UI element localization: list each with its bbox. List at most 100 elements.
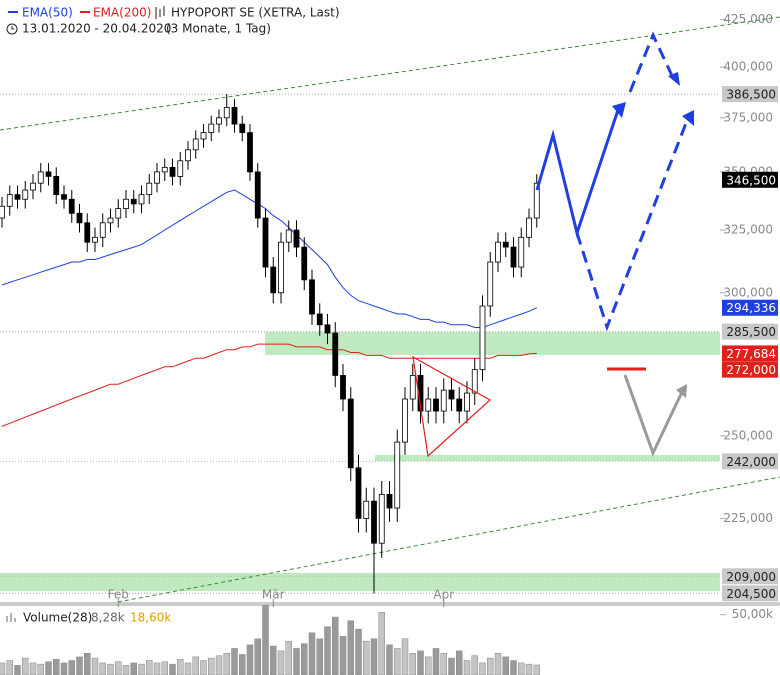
candle-body bbox=[216, 117, 222, 125]
volume-bar bbox=[417, 650, 424, 675]
level-tag bbox=[722, 323, 778, 340]
candle-body bbox=[169, 167, 176, 177]
volume-bar bbox=[332, 616, 339, 675]
volume-bar bbox=[177, 659, 184, 675]
candle-body bbox=[99, 222, 106, 238]
volume-bar bbox=[246, 644, 254, 675]
candle-body bbox=[270, 266, 277, 294]
volume-bar bbox=[525, 663, 533, 675]
candle-body bbox=[76, 212, 83, 224]
legend-entry: EMA(200) bbox=[93, 6, 151, 20]
volume-bar bbox=[45, 661, 52, 675]
volume-bar bbox=[293, 648, 300, 675]
volume-bar bbox=[270, 645, 277, 675]
volume-bar bbox=[386, 644, 393, 675]
volume-bar bbox=[448, 657, 455, 675]
volume-bar bbox=[107, 663, 114, 675]
volume-bar bbox=[308, 632, 316, 675]
candle-body bbox=[262, 217, 269, 268]
candle-body bbox=[107, 217, 114, 224]
trendline bbox=[117, 476, 780, 603]
x-tick-label: Apr bbox=[433, 588, 454, 602]
volume-bar bbox=[347, 620, 354, 675]
ema-line bbox=[1, 343, 537, 427]
candle-body bbox=[6, 194, 13, 207]
volume-bar bbox=[99, 662, 106, 675]
level-label: 209,000 bbox=[726, 570, 776, 584]
candle-body bbox=[433, 398, 439, 412]
triangle-pattern bbox=[412, 355, 492, 458]
volume-bar bbox=[130, 662, 137, 675]
y-tick-label: 250,000 bbox=[723, 428, 773, 442]
level-tag bbox=[722, 345, 778, 362]
candle-body bbox=[285, 229, 292, 243]
volume-bar bbox=[285, 640, 292, 675]
candle-body bbox=[533, 182, 540, 219]
volume-bar bbox=[425, 656, 432, 675]
volume-bar bbox=[115, 661, 122, 675]
candle-body bbox=[471, 369, 478, 394]
candle-body bbox=[92, 236, 98, 243]
volume-bar bbox=[355, 628, 362, 675]
level-label: 272,000 bbox=[726, 363, 776, 377]
candle-body bbox=[231, 107, 238, 125]
candle-body bbox=[371, 500, 377, 544]
volume-bar bbox=[479, 662, 486, 675]
volume-bar bbox=[456, 650, 463, 675]
candle-icon bbox=[155, 6, 165, 19]
candle-body bbox=[138, 194, 145, 205]
volume-bar bbox=[231, 648, 238, 675]
candle-body bbox=[61, 194, 67, 200]
y-tick-label: 375,000 bbox=[723, 110, 773, 124]
candle-body bbox=[22, 189, 29, 200]
volume-bar bbox=[316, 638, 323, 675]
y-tick-label: 300,000 bbox=[723, 285, 773, 299]
volume-bar bbox=[14, 665, 21, 675]
volume-bar bbox=[378, 611, 385, 675]
candle-body bbox=[278, 241, 284, 294]
volume-bar bbox=[84, 653, 91, 675]
volume-bar bbox=[161, 661, 168, 675]
volume-bar bbox=[401, 638, 409, 675]
arrow-head bbox=[612, 102, 626, 118]
volume-bar bbox=[184, 662, 192, 675]
volume-bar bbox=[363, 640, 370, 675]
arrow-head bbox=[682, 110, 694, 126]
candle-body bbox=[154, 171, 160, 184]
level-label: 204,500 bbox=[726, 587, 776, 601]
volume-bar bbox=[510, 660, 517, 675]
candle-body bbox=[200, 132, 207, 140]
volume-current: 8,28k bbox=[91, 611, 125, 625]
volume-tick-label: 50,00k bbox=[732, 607, 773, 621]
forecast-arrow bbox=[628, 31, 676, 93]
candle-body bbox=[177, 160, 184, 177]
arrow-head bbox=[668, 72, 680, 86]
candle-body bbox=[30, 182, 36, 191]
legend-entry: EMA(50) bbox=[22, 6, 73, 20]
candle-body bbox=[502, 241, 509, 248]
date-range: 13.01.2020 - 20.04.2020 bbox=[22, 22, 171, 36]
level-tags: 386,500 346,500 294,336 285,500 277,684 272,0… bbox=[722, 86, 778, 602]
candle-body bbox=[495, 241, 501, 263]
volume-bar bbox=[200, 660, 207, 675]
candle-body bbox=[130, 198, 137, 205]
volume-bar bbox=[471, 655, 478, 675]
volume-bar bbox=[37, 663, 44, 675]
volume-bar bbox=[169, 663, 176, 675]
candle-body bbox=[510, 246, 517, 268]
volume-bar bbox=[153, 662, 161, 675]
volume-bar bbox=[409, 653, 416, 675]
level-label: 285,500 bbox=[726, 325, 776, 339]
candle-body bbox=[309, 279, 315, 315]
level-tag bbox=[722, 86, 778, 103]
volume-bar bbox=[53, 659, 60, 675]
candle-body bbox=[53, 175, 60, 196]
volume-bar bbox=[60, 662, 68, 675]
candle-body bbox=[37, 171, 44, 184]
candle-body bbox=[301, 246, 308, 281]
volume-bar bbox=[138, 663, 145, 675]
volume-bar bbox=[440, 653, 447, 675]
plot: 225,000250,000300,000325,000350,000375,0… bbox=[0, 12, 773, 675]
period: (3 Monate, 1 Tag) bbox=[166, 22, 271, 36]
